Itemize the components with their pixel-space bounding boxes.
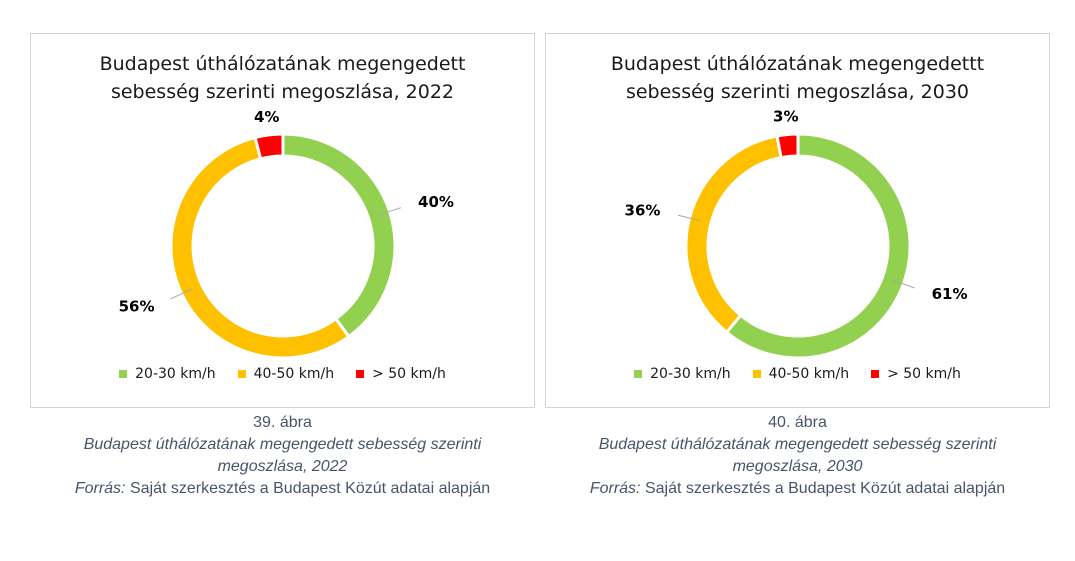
source-label: Forrás:	[74, 480, 126, 497]
figure-description: Budapest úthálózatának megengedett sebes…	[598, 436, 997, 475]
figure-number: 39. ábra	[253, 414, 312, 431]
chart-box-2022: 40% 56% 4% Budapest úthálózatának megenged…	[30, 33, 535, 408]
data-label-over-50: 4%	[254, 108, 279, 126]
legend-swatch-orange	[752, 370, 761, 378]
legend-swatch-orange	[237, 370, 246, 378]
chart-title-2030: Budapest úthálózatának megengedettt sebe…	[610, 53, 985, 103]
slice-over-50	[775, 132, 800, 160]
slice-40-50	[684, 134, 783, 335]
figure-2030: 61% 36% 3% Budapest úthálózatának megenged…	[545, 0, 1050, 500]
donut-chart-2030: 61% 36% 3%	[625, 108, 968, 360]
legend-swatch-red	[871, 370, 880, 378]
legend-item-over-50: > 50 km/h	[871, 366, 961, 382]
source-text: Saját szerkesztés a Budapest Közút adata…	[640, 480, 1006, 497]
leader-line	[892, 279, 915, 289]
legend-label: 40-50 km/h	[253, 366, 335, 382]
leader-line	[378, 207, 402, 216]
legend-item-40-50: 40-50 km/h	[752, 366, 850, 382]
figure-number: 40. ábra	[768, 414, 827, 431]
leader-line	[170, 288, 192, 300]
leader-line	[677, 214, 701, 222]
data-label-20-30: 61%	[932, 285, 968, 303]
legend-item-over-50: > 50 km/h	[356, 366, 446, 382]
legend-swatch-green	[634, 370, 643, 378]
slice-20-30	[281, 132, 397, 339]
source-label: Forrás:	[589, 480, 641, 497]
slice-20-30	[724, 132, 912, 360]
source-text: Saját szerkesztés a Budapest Közút adata…	[125, 480, 491, 497]
slice-40-50	[169, 135, 351, 360]
legend-label: 20-30 km/h	[650, 366, 731, 382]
legend-label: 20-30 km/h	[135, 366, 216, 382]
chart-title-2022: Budapest úthálózatának megengedett sebes…	[99, 53, 466, 103]
data-label-20-30: 40%	[418, 193, 454, 211]
figure-source: Forrás: Saját szerkesztés a Budapest Köz…	[30, 478, 535, 500]
slice-over-50	[253, 132, 285, 161]
data-label-over-50: 3%	[773, 108, 798, 126]
chart-box-2030: 61% 36% 3% Budapest úthálózatának megenged…	[545, 33, 1050, 408]
figure-2022: 40% 56% 4% Budapest úthálózatának megenged…	[30, 0, 535, 500]
legend-label: 40-50 km/h	[768, 366, 850, 382]
legend-item-20-30: 20-30 km/h	[634, 366, 731, 382]
legend-label: > 50 km/h	[372, 366, 446, 382]
data-label-40-50: 56%	[119, 297, 155, 315]
caption-2022: 39. ábra Budapest úthálózatának megenged…	[30, 412, 535, 500]
legend-2022: 20-30 km/h 40-50 km/h > 50 km/h	[31, 366, 534, 382]
legend-item-40-50: 40-50 km/h	[237, 366, 335, 382]
legend-label: > 50 km/h	[887, 366, 961, 382]
legend-2030: 20-30 km/h 40-50 km/h > 50 km/h	[546, 366, 1049, 382]
data-label-40-50: 36%	[625, 202, 661, 220]
legend-swatch-green	[119, 370, 128, 378]
legend-swatch-red	[356, 370, 365, 378]
donut-chart-2022: 40% 56% 4%	[119, 108, 454, 360]
caption-2030: 40. ábra Budapest úthálózatának megenged…	[545, 412, 1050, 500]
figure-description: Budapest úthálózatának megengedett sebes…	[83, 436, 482, 475]
legend-item-20-30: 20-30 km/h	[119, 366, 216, 382]
figure-source: Forrás: Saját szerkesztés a Budapest Köz…	[545, 478, 1050, 500]
